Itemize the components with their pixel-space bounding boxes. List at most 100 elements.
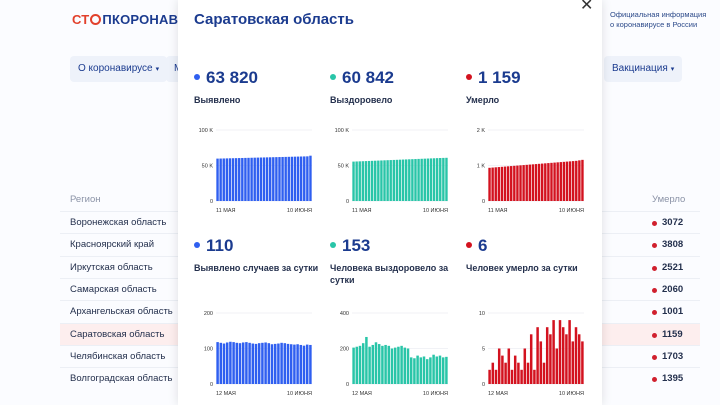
bar[interactable] bbox=[293, 156, 297, 201]
bar[interactable] bbox=[517, 362, 520, 384]
bar[interactable] bbox=[262, 157, 266, 201]
bar[interactable] bbox=[222, 343, 226, 384]
bar[interactable] bbox=[392, 159, 396, 201]
bar[interactable] bbox=[497, 348, 501, 385]
bar[interactable] bbox=[265, 157, 269, 201]
bar[interactable] bbox=[380, 160, 383, 201]
bar[interactable] bbox=[293, 344, 296, 384]
bar[interactable] bbox=[544, 163, 547, 201]
bar[interactable] bbox=[522, 165, 525, 201]
bar[interactable] bbox=[381, 345, 384, 384]
bar[interactable] bbox=[552, 320, 555, 384]
bar[interactable] bbox=[510, 369, 514, 384]
bar[interactable] bbox=[277, 343, 280, 384]
bar[interactable] bbox=[273, 343, 277, 384]
bar[interactable] bbox=[253, 157, 256, 201]
bar[interactable] bbox=[571, 161, 575, 201]
bar[interactable] bbox=[289, 344, 293, 384]
bar[interactable] bbox=[411, 159, 414, 201]
bar[interactable] bbox=[370, 160, 374, 201]
bar[interactable] bbox=[400, 345, 403, 384]
bar[interactable] bbox=[272, 157, 275, 201]
bar[interactable] bbox=[309, 155, 312, 201]
bar[interactable] bbox=[581, 159, 584, 201]
bar[interactable] bbox=[225, 158, 229, 201]
bar[interactable] bbox=[435, 158, 439, 201]
bar[interactable] bbox=[397, 346, 400, 384]
bar[interactable] bbox=[367, 160, 371, 201]
bar[interactable] bbox=[491, 362, 495, 384]
bar[interactable] bbox=[542, 362, 546, 384]
bar[interactable] bbox=[216, 158, 219, 201]
bar[interactable] bbox=[303, 156, 306, 201]
bar[interactable] bbox=[423, 158, 426, 201]
bar[interactable] bbox=[406, 348, 410, 385]
bar[interactable] bbox=[432, 158, 436, 201]
bar[interactable] bbox=[523, 348, 527, 385]
bar[interactable] bbox=[248, 342, 251, 384]
bar[interactable] bbox=[575, 160, 578, 201]
bar[interactable] bbox=[296, 344, 299, 384]
bar[interactable] bbox=[488, 369, 491, 384]
bar[interactable] bbox=[534, 164, 538, 201]
site-logo[interactable]: СТ ПКОРОНАВИ bbox=[72, 12, 188, 27]
bar[interactable] bbox=[438, 355, 442, 384]
bar[interactable] bbox=[284, 156, 287, 201]
bar[interactable] bbox=[371, 344, 375, 384]
bar[interactable] bbox=[413, 358, 416, 384]
bar[interactable] bbox=[234, 158, 238, 201]
bar[interactable] bbox=[555, 348, 559, 385]
bar[interactable] bbox=[565, 161, 569, 201]
bar[interactable] bbox=[257, 343, 261, 384]
bar[interactable] bbox=[254, 343, 258, 384]
bar[interactable] bbox=[377, 160, 380, 201]
bar[interactable] bbox=[429, 357, 432, 384]
bar[interactable] bbox=[306, 156, 309, 201]
bar[interactable] bbox=[247, 157, 250, 201]
bar[interactable] bbox=[268, 157, 272, 201]
bar[interactable] bbox=[270, 344, 274, 384]
bar[interactable] bbox=[491, 167, 494, 201]
bar[interactable] bbox=[231, 158, 235, 201]
bar[interactable] bbox=[241, 157, 244, 201]
nav-vaccination[interactable]: Вакцинация ▾ bbox=[604, 56, 683, 82]
bar[interactable] bbox=[409, 357, 413, 384]
bar[interactable] bbox=[497, 167, 501, 201]
bar[interactable] bbox=[264, 342, 267, 384]
bar[interactable] bbox=[395, 159, 399, 201]
bar[interactable] bbox=[442, 157, 445, 201]
bar[interactable] bbox=[539, 341, 543, 384]
bar[interactable] bbox=[494, 167, 497, 201]
bar[interactable] bbox=[414, 159, 417, 201]
bar[interactable] bbox=[305, 344, 309, 384]
column-header-deaths[interactable]: Умерло bbox=[652, 194, 686, 205]
bar[interactable] bbox=[565, 334, 568, 384]
bar[interactable] bbox=[393, 347, 397, 384]
bar[interactable] bbox=[516, 165, 519, 201]
bar[interactable] bbox=[229, 341, 232, 384]
bar[interactable] bbox=[361, 343, 365, 384]
bar[interactable] bbox=[422, 356, 426, 384]
bar[interactable] bbox=[278, 157, 281, 201]
bar[interactable] bbox=[445, 356, 448, 384]
bar[interactable] bbox=[432, 354, 435, 384]
bar[interactable] bbox=[222, 158, 225, 201]
bar[interactable] bbox=[219, 158, 222, 201]
bar[interactable] bbox=[245, 342, 248, 384]
bar[interactable] bbox=[425, 359, 429, 384]
bar[interactable] bbox=[426, 158, 430, 201]
bar[interactable] bbox=[238, 158, 241, 201]
bar[interactable] bbox=[244, 157, 247, 201]
bar[interactable] bbox=[352, 161, 355, 201]
bar[interactable] bbox=[519, 165, 522, 201]
bar[interactable] bbox=[536, 327, 539, 384]
bar[interactable] bbox=[364, 161, 368, 201]
bar[interactable] bbox=[290, 156, 294, 201]
bar[interactable] bbox=[296, 156, 300, 201]
nav-about-covid[interactable]: О коронавирусе ▾ bbox=[70, 56, 168, 82]
bar[interactable] bbox=[429, 158, 433, 201]
bar[interactable] bbox=[235, 342, 239, 384]
bar[interactable] bbox=[494, 369, 498, 384]
bar[interactable] bbox=[216, 342, 219, 384]
bar[interactable] bbox=[374, 342, 378, 384]
